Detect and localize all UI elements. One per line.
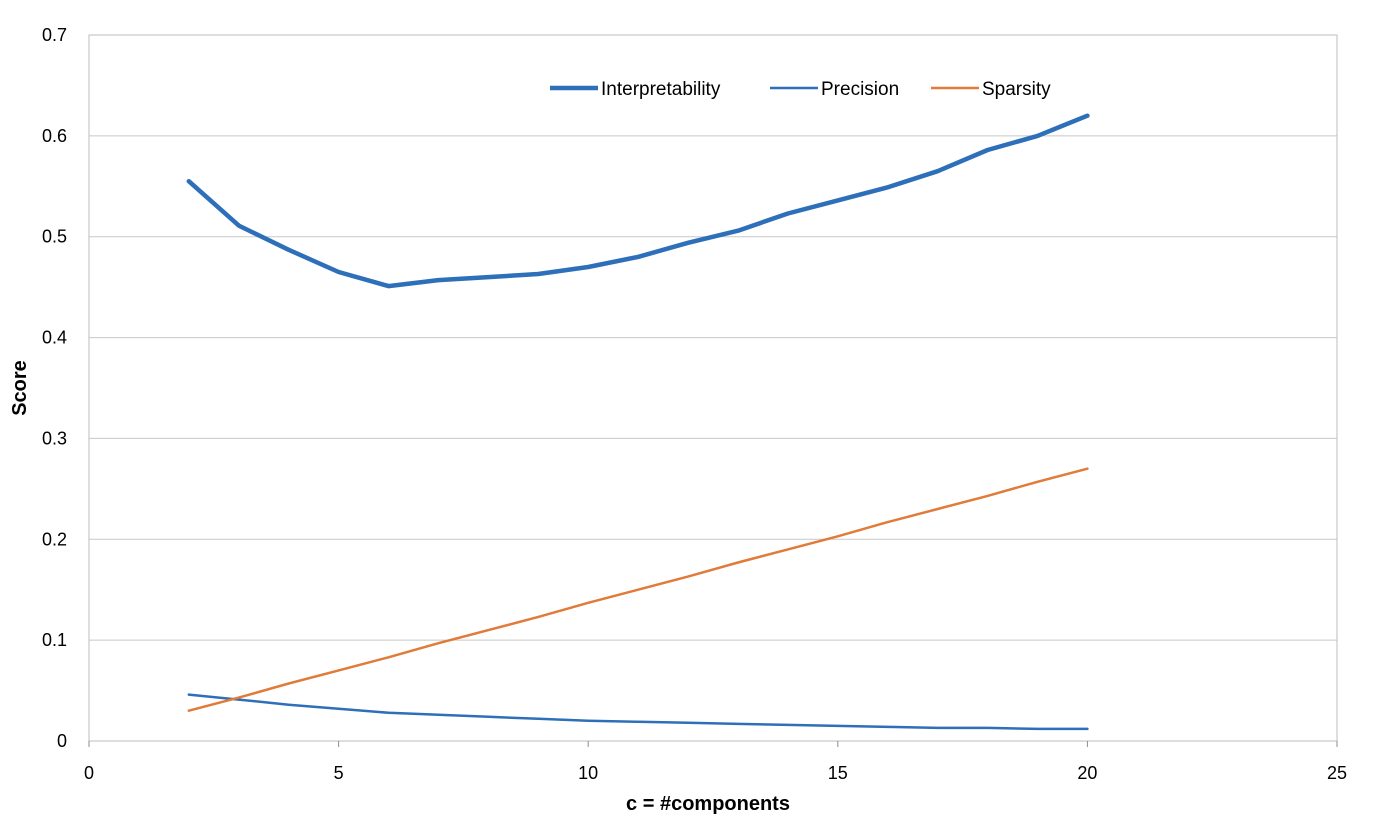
x-tick-label: 20 (1077, 763, 1097, 783)
y-tick-label: 0.5 (42, 227, 67, 247)
y-tick-label: 0.7 (42, 25, 67, 45)
x-axis-title: c = #components (626, 793, 790, 815)
y-tick-label: 0.2 (42, 529, 67, 549)
y-tick-label: 0.6 (42, 126, 67, 146)
x-tick-label: 10 (578, 763, 598, 783)
series-lines (186, 113, 1090, 731)
plot-area (88, 34, 1338, 742)
y-axis-ticks: 0 0.1 0.2 0.3 0.4 0.5 0.6 0.7 (42, 25, 67, 751)
x-tick-label: 0 (84, 763, 94, 783)
series-line-precision (187, 693, 1089, 731)
legend: Interpretability Precision Sparsity (550, 79, 1051, 100)
y-tick-label: 0.4 (42, 328, 67, 348)
x-tick-label: 15 (828, 763, 848, 783)
gridlines (89, 34, 1337, 742)
y-tick-label: 0 (57, 731, 67, 751)
series-line-sparsity (187, 467, 1089, 712)
x-tick-label: 25 (1327, 763, 1347, 783)
y-axis-title: Score (9, 360, 31, 416)
legend-label-interpretability: Interpretability (601, 79, 721, 100)
legend-label-sparsity: Sparsity (982, 79, 1051, 100)
y-tick-label: 0.1 (42, 630, 67, 650)
legend-label-precision: Precision (821, 79, 899, 100)
x-axis-ticks: 0 5 10 15 20 25 (84, 741, 1347, 783)
series-line-interpretability (186, 113, 1090, 289)
x-tick-label: 5 (334, 763, 344, 783)
y-tick-label: 0.3 (42, 428, 67, 448)
